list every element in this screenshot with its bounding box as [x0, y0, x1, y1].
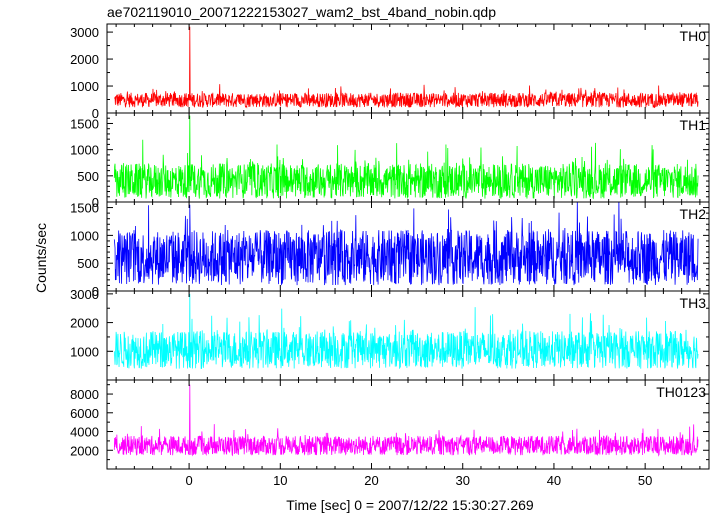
series-label-th0: TH0	[680, 28, 707, 44]
y-tick-label: 0	[92, 106, 99, 121]
panel-th1: 0 500 1000 1500 TH1	[70, 112, 710, 210]
x-tick-label: 20	[364, 473, 378, 488]
x-tick-label: 10	[273, 473, 287, 488]
y-tick-label: 500	[77, 256, 99, 271]
x-axis-label: Time [sec] 0 = 2007/12/22 15:30:27.269	[286, 497, 534, 513]
y-tick-label: 2000	[70, 316, 99, 331]
series-label-th2: TH2	[680, 206, 707, 222]
x-tick-label: 50	[638, 473, 652, 488]
y-tick-label: 1000	[70, 143, 99, 158]
y-tick-label: 0	[92, 195, 99, 210]
x-tick-label: 0	[185, 473, 192, 488]
y-tick-label: 2000	[70, 52, 99, 67]
x-tick-label: 30	[455, 473, 469, 488]
y-tick-label: 8000	[70, 387, 99, 402]
x-tick-label: 40	[547, 473, 561, 488]
y-axis-label: Counts/sec	[33, 223, 49, 293]
y-tick-label: 3000	[70, 25, 99, 40]
y-tick-label: 1500	[70, 116, 99, 131]
y-tick-label: 500	[77, 169, 99, 184]
panel-th0: 0 1000 2000 3000 TH0	[70, 23, 710, 121]
y-tick-label: 2000	[70, 443, 99, 458]
series-line-th2	[113, 202, 699, 286]
series-line-th0123	[113, 384, 699, 457]
series-label-th3: TH3	[680, 295, 707, 311]
y-tick-label: 3000	[70, 287, 99, 302]
y-tick-label: 4000	[70, 425, 99, 440]
panel-th3: 1000 2000 3000 TH3	[70, 287, 710, 381]
y-tick-label: 0	[92, 284, 99, 299]
panel-th2: 0 500 1000 1500 TH2	[70, 201, 710, 299]
series-line-th3	[113, 293, 699, 370]
series-line-th0	[114, 26, 699, 109]
y-tick-label: 1000	[70, 79, 99, 94]
y-tick-label: 1000	[70, 228, 99, 243]
series-line-th1	[113, 115, 699, 200]
series-label-th1: TH1	[680, 117, 707, 133]
panel-th0123: 2000 4000 6000 8000 TH0123	[70, 379, 710, 470]
panel-frame	[106, 379, 710, 470]
y-tick-label: 6000	[70, 406, 99, 421]
series-label-th0123: TH0123	[656, 384, 706, 400]
y-tick-label: 1000	[70, 344, 99, 359]
chart-title: ae702119010_20071222153027_wam2_bst_4ban…	[107, 4, 496, 20]
y-tick-label: 1500	[70, 201, 99, 216]
